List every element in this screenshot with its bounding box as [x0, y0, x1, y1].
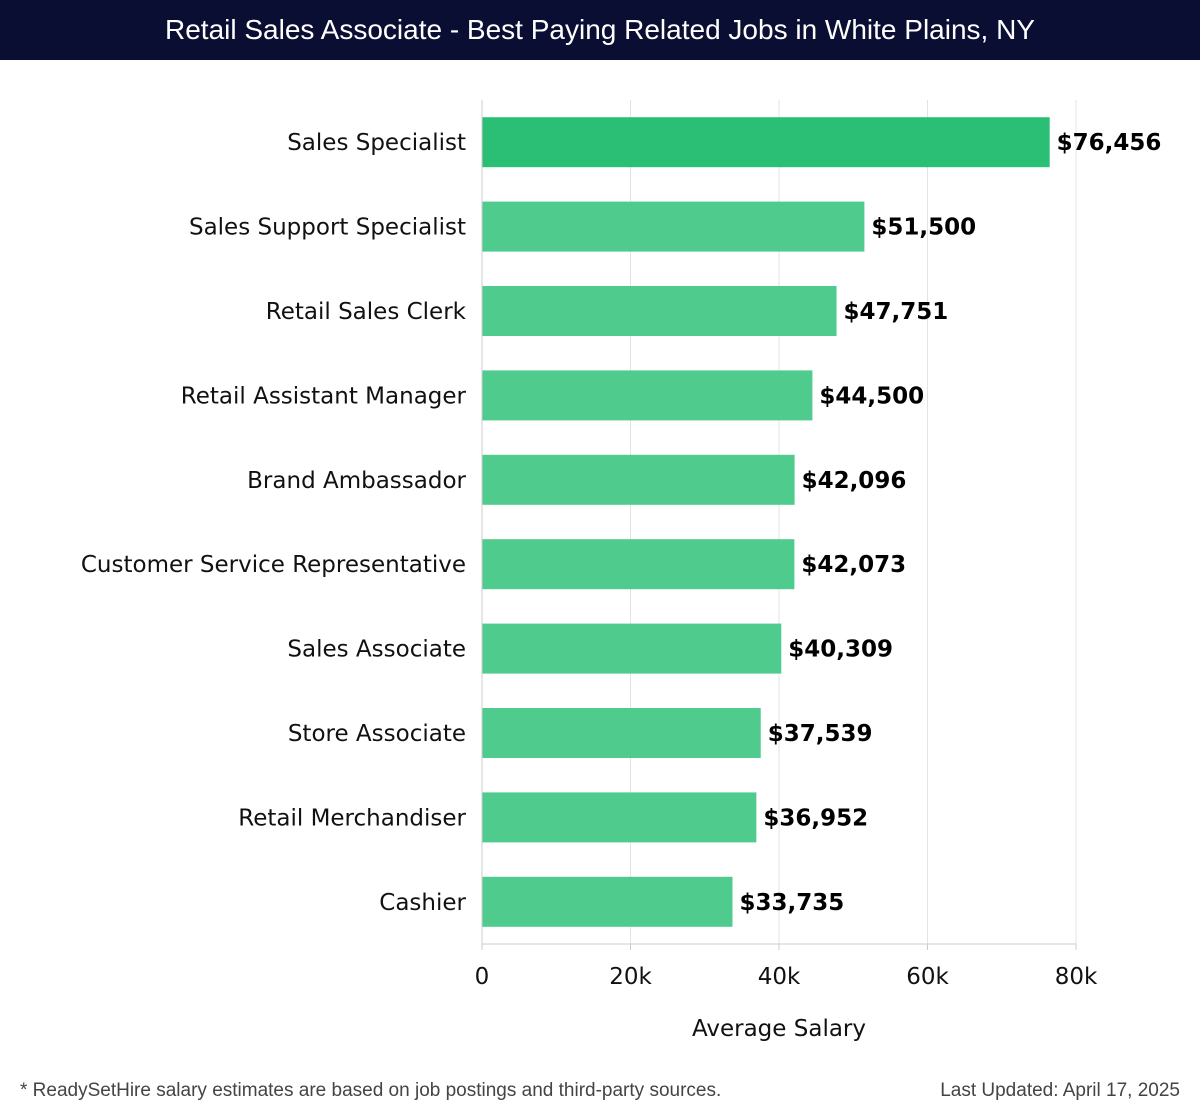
chart-title: Retail Sales Associate - Best Paying Rel…	[165, 14, 1035, 45]
bar-sales-specialist	[482, 117, 1050, 168]
bar-sales-support-specialist	[482, 201, 865, 252]
footnote: * ReadySetHire salary estimates are base…	[20, 1080, 722, 1101]
category-label: Sales Specialist	[287, 130, 466, 156]
bar-retail-assistant-manager	[482, 370, 813, 421]
category-label: Retail Assistant Manager	[181, 383, 467, 409]
bar-sales-associate	[482, 623, 782, 674]
category-label: Store Associate	[288, 721, 466, 747]
x-axis-title: Average Salary	[692, 1016, 866, 1042]
x-tick-label: 40k	[758, 964, 801, 990]
value-label: $40,309	[788, 637, 893, 663]
value-label: $51,500	[871, 215, 976, 241]
category-label: Retail Sales Clerk	[266, 299, 467, 325]
bar-retail-sales-clerk	[482, 286, 837, 336]
value-label: $42,096	[802, 468, 907, 494]
bar-customer-service-representative	[482, 539, 795, 590]
category-label: Cashier	[379, 890, 466, 916]
value-label: $44,500	[819, 383, 924, 409]
bar-store-associate	[482, 708, 761, 758]
value-label: $47,751	[844, 299, 949, 325]
bar-cashier	[482, 876, 733, 927]
x-tick-label: 0	[475, 964, 490, 990]
category-label: Sales Support Specialist	[189, 215, 466, 241]
category-label: Customer Service Representative	[81, 552, 466, 578]
value-label: $36,952	[763, 805, 868, 831]
x-tick-label: 80k	[1055, 964, 1098, 990]
value-label: $76,456	[1057, 130, 1162, 156]
value-label: $33,735	[739, 890, 844, 916]
bar-brand-ambassador	[482, 454, 795, 505]
category-label: Retail Merchandiser	[238, 805, 466, 831]
chart-title-bar: Retail Sales Associate - Best Paying Rel…	[0, 0, 1200, 60]
x-tick-label: 20k	[609, 964, 652, 990]
value-label: $37,539	[768, 721, 873, 747]
value-label: $42,073	[801, 552, 906, 578]
category-label: Brand Ambassador	[247, 468, 466, 494]
category-label: Sales Associate	[287, 637, 466, 663]
x-tick-label: 60k	[906, 964, 949, 990]
salary-bar-chart: 0 20k 40k 60k 80k Average Salary Sales Special…	[81, 100, 1162, 1042]
last-updated: Last Updated: April 17, 2025	[940, 1080, 1180, 1101]
bar-retail-merchandiser	[482, 792, 757, 843]
